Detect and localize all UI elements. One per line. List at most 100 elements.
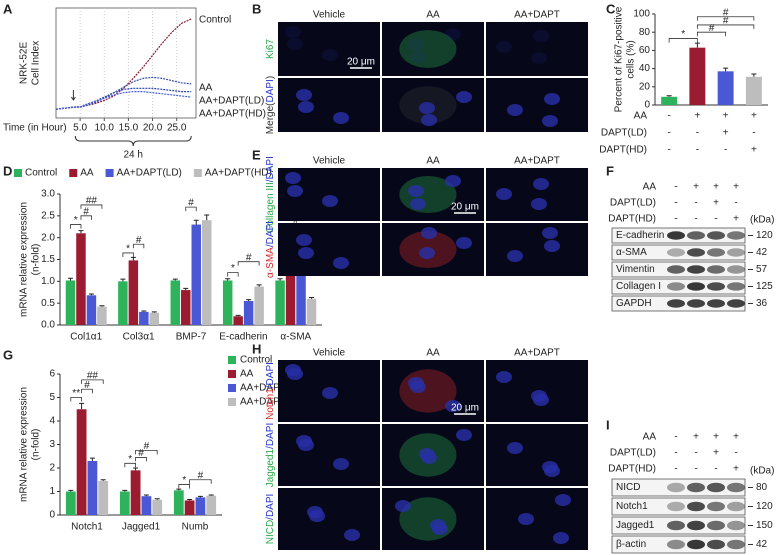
nucleus (445, 28, 461, 40)
kda-label: 42 (756, 247, 768, 258)
row-label-part: /DAPI (265, 494, 276, 520)
significance-bracket (696, 16, 755, 21)
bar (152, 499, 163, 515)
series-label: AA (199, 83, 213, 94)
error-bar (67, 277, 73, 281)
band (687, 299, 705, 308)
band (707, 482, 725, 493)
error-bar (88, 293, 94, 296)
significance-mark: * (128, 454, 132, 465)
error-bar (751, 73, 757, 77)
band (727, 282, 745, 291)
band (687, 265, 705, 274)
bar (689, 47, 706, 105)
error-bar (172, 278, 178, 281)
column-header: AA+DAPT (514, 348, 560, 359)
row-label-part: ) (265, 76, 276, 79)
line-series (55, 91, 192, 110)
significance-bracket (132, 243, 145, 249)
micrograph (278, 424, 380, 486)
nucleus (287, 38, 303, 50)
treatment-sign: + (713, 182, 719, 193)
band (687, 482, 705, 493)
legend-label: Control (240, 355, 272, 366)
kda-label: 120 (756, 501, 773, 512)
legend-label: AA (80, 168, 94, 179)
treatment-label: AA (643, 182, 657, 193)
y-tick-label: 0 (49, 510, 55, 521)
bar (195, 497, 206, 515)
x-tick-label: 10.0 (95, 123, 115, 134)
band (707, 299, 725, 308)
significance-bracket (80, 204, 103, 209)
treatment-sign: - (674, 464, 677, 475)
x-tick-label: Jagged1 (122, 522, 161, 533)
nucleus (533, 394, 549, 406)
treatment-sign: + (751, 111, 757, 122)
nucleus (531, 198, 547, 210)
micrograph (486, 78, 588, 132)
treatment-sign: - (674, 214, 677, 225)
significance-mark: # (84, 380, 90, 391)
significance-mark: # (246, 252, 252, 263)
nucleus (298, 247, 314, 259)
significance-mark: # (723, 16, 729, 27)
error-bar (143, 494, 149, 497)
bar (173, 490, 184, 515)
treatment-sign: - (667, 145, 670, 156)
error-bar (225, 278, 231, 281)
band-label: Notch1 (616, 501, 648, 512)
y-tick-label: 60 (639, 45, 651, 56)
band-label: Collagen I (616, 281, 661, 292)
bar (119, 491, 130, 515)
nucleus (518, 513, 534, 525)
kda-label: 120 (756, 230, 773, 241)
row-label-part: /DAPI (265, 423, 276, 449)
arrow (70, 90, 76, 101)
nucleus (344, 529, 360, 541)
treatment-sign: - (667, 128, 670, 139)
error-bar (187, 498, 193, 501)
band (727, 299, 745, 308)
treatment-sign: - (694, 464, 697, 475)
y-axis-label: Cell Index (31, 41, 42, 85)
row-label-part: Collagen III (265, 182, 276, 233)
x-tick-label: BMP-7 (176, 332, 207, 343)
row-label-part: DAPI (265, 79, 276, 102)
treatment-sign: - (734, 448, 737, 459)
significance-mark: * (231, 263, 235, 274)
treatment-label: DAPT(HD) (608, 464, 656, 475)
bar (661, 96, 678, 105)
nucleus (421, 114, 437, 126)
band (707, 539, 725, 550)
y-axis-label: (n-fold) (31, 244, 42, 276)
bar (184, 500, 195, 515)
legend-swatch (228, 370, 236, 378)
y-tick-label: 40 (639, 63, 651, 74)
nucleus (421, 227, 437, 239)
nucleus (296, 234, 312, 246)
x-tick-label: 25.0 (167, 123, 187, 134)
significance-mark: * (126, 244, 130, 255)
y-tick-label: 6 (49, 369, 55, 380)
band-label: GAPDH (616, 298, 652, 309)
row-label-part: Jagged1 (265, 448, 276, 487)
nucleus (333, 458, 349, 470)
significance-bracket (696, 24, 755, 29)
nucleus (322, 195, 338, 207)
y-tick-label: 0.0 (41, 320, 55, 331)
treatment-sign: - (694, 198, 697, 209)
nucleus (544, 93, 560, 105)
legend-label: AA (240, 369, 254, 380)
y-tick-label: 1.5 (41, 254, 55, 265)
panel-letter: H (252, 341, 261, 356)
treatment-sign: + (733, 182, 739, 193)
error-bar (120, 278, 126, 282)
y-tick-label: 100 (633, 9, 650, 20)
row-label: Notch1/DAPI (265, 362, 276, 420)
kda-label: 42 (756, 539, 768, 550)
nucleus (542, 115, 558, 127)
error-bar (235, 314, 241, 317)
nucleus (410, 381, 426, 393)
bar (149, 312, 160, 325)
